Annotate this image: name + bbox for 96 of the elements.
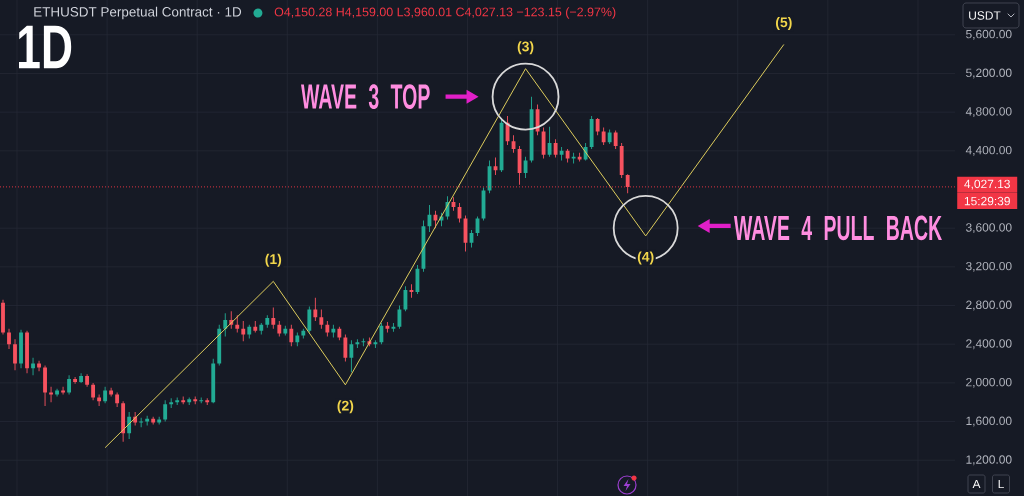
candlestick [115, 392, 120, 408]
candlestick [205, 398, 210, 406]
candlestick [145, 415, 150, 426]
candlestick [85, 374, 90, 387]
candlestick [547, 126, 552, 157]
candlestick [289, 324, 294, 347]
text: USDT [969, 11, 1001, 20]
y-tick-label: 3,600.00 [965, 223, 1012, 234]
text: 15:29:39 [964, 196, 1010, 206]
y-tick-label: 2,000.00 [966, 377, 1012, 388]
y-tick-label: 4,400.00 [965, 145, 1012, 156]
candlestick [331, 324, 336, 338]
annotation: 1D [19, 25, 72, 69]
y-tick-label: 1,200.00 [966, 455, 1012, 466]
annotation: (3) [517, 41, 534, 55]
candlestick [283, 325, 288, 336]
candlestick [67, 375, 71, 395]
candlestick [565, 148, 570, 163]
candlestick [91, 382, 96, 401]
candlestick [121, 401, 126, 442]
annotation: (4) [637, 251, 654, 265]
candlestick [175, 397, 180, 406]
candlestick [187, 397, 192, 406]
candlestick [313, 297, 318, 321]
y-tick-label: 3,200.00 [965, 261, 1012, 272]
candlestick [157, 416, 162, 425]
candlestick [139, 417, 144, 428]
candlestick [217, 324, 222, 366]
candlestick [247, 324, 252, 339]
candlestick [169, 398, 174, 409]
candlestick [619, 143, 624, 178]
y-tick-label: 2,800.00 [966, 300, 1012, 311]
candlestick [181, 396, 186, 405]
candlestick [223, 313, 228, 337]
candlestick [163, 400, 168, 422]
candlestick [127, 411, 132, 439]
y-tick-label: 2,400.00 [966, 339, 1012, 350]
text: O4,150.28 H4,159.00 L3,960.01 C4,027.13 −123.15 (−2.97%) [274, 7, 616, 19]
candlestick [295, 332, 300, 347]
candlestick [379, 322, 384, 345]
candlestick [253, 321, 258, 333]
candlestick [355, 339, 360, 349]
candlestick [319, 309, 324, 329]
candlestick [559, 146, 564, 161]
y-tick-label: 5,600.00 [966, 29, 1012, 40]
candlestick [493, 157, 498, 175]
candlestick [577, 152, 582, 162]
candlestick [307, 306, 312, 333]
candlestick [607, 129, 612, 145]
candlestick [601, 127, 606, 146]
candlestick [79, 373, 84, 383]
annotation: (1) [265, 253, 282, 267]
candlestick [571, 152, 576, 164]
candlestick [391, 322, 396, 332]
candlestick [301, 328, 306, 339]
candlestick [151, 416, 156, 425]
y-tick-label: 1,600.00 [966, 416, 1012, 427]
candlestick [97, 394, 102, 407]
candlestick [325, 321, 330, 337]
candlestick [61, 386, 65, 395]
y-tick-label: 5,200.00 [966, 68, 1012, 79]
candlestick [349, 340, 354, 373]
candlestick [451, 197, 456, 211]
candlestick [43, 365, 47, 407]
candlestick [553, 139, 558, 158]
candlestick [589, 116, 594, 149]
candlestick [613, 130, 618, 149]
candlestick [373, 340, 378, 349]
candlestick [595, 117, 600, 136]
text: A [972, 479, 981, 489]
candlestick [343, 334, 348, 362]
text: L [998, 479, 1004, 489]
chart-title: ETHUSDT Perpetual Contract · 1D [34, 6, 242, 20]
ref-line-label: 4,027.13 [964, 179, 1010, 190]
candlestick [235, 315, 240, 333]
annotation: (2) [337, 400, 354, 414]
annotation: (5) [775, 16, 792, 30]
candlestick [337, 326, 342, 341]
y-tick-label: 4,800.00 [965, 107, 1012, 118]
candlestick [73, 377, 77, 384]
candlestick [259, 322, 264, 335]
candlestick [265, 315, 270, 328]
candlestick [385, 321, 390, 333]
candlestick [49, 386, 53, 403]
annotation: WAVE 4 PULL BACK [733, 215, 942, 241]
candlestick [277, 321, 282, 337]
candlestick [409, 284, 414, 298]
candlestick [241, 321, 246, 342]
candlestick [361, 338, 366, 347]
annotation: WAVE 3 TOP [301, 84, 430, 110]
candlestick [271, 307, 276, 329]
candlestick [193, 396, 198, 405]
candlestick [199, 397, 204, 404]
candlestick [211, 358, 216, 404]
candlestick [625, 174, 630, 194]
candlestick [103, 386, 108, 404]
